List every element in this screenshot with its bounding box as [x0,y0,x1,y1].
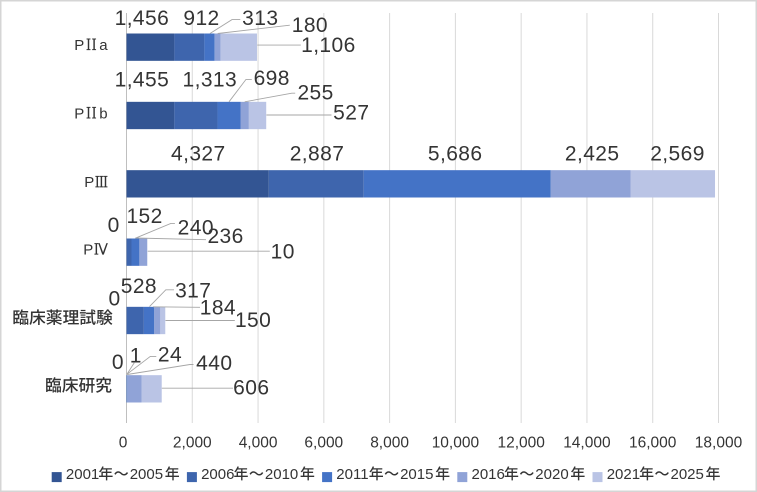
svg-text:16,000: 16,000 [629,435,677,452]
svg-text:255: 255 [297,82,333,105]
svg-text:528: 528 [121,275,157,298]
svg-text:2,887: 2,887 [290,143,345,166]
svg-text:2016: 2016 [472,466,505,483]
svg-text:1,455: 1,455 [115,69,170,92]
svg-text:150: 150 [235,309,271,332]
svg-text:6,000: 6,000 [304,435,343,452]
svg-text:10: 10 [271,241,295,264]
svg-text:1: 1 [130,344,142,367]
svg-text:184: 184 [200,297,236,320]
svg-text:18,000: 18,000 [695,435,743,452]
svg-text:2011: 2011 [336,466,368,483]
svg-text:10,000: 10,000 [432,435,480,452]
svg-text:P: P [74,37,84,54]
svg-text:2,569: 2,569 [650,143,705,166]
svg-text:P: P [83,242,93,259]
svg-text:0: 0 [108,288,120,311]
svg-text:2025: 2025 [671,466,704,483]
svg-text:0: 0 [119,435,128,452]
svg-text:0: 0 [108,214,120,237]
svg-text:5,686: 5,686 [428,143,483,166]
svg-text:12,000: 12,000 [497,435,545,452]
svg-text:0: 0 [112,351,124,374]
svg-text:P: P [74,105,84,122]
svg-text:24: 24 [158,344,182,367]
svg-text:1,106: 1,106 [301,34,356,57]
svg-text:236: 236 [207,225,243,248]
svg-text:240: 240 [178,216,214,239]
svg-text:527: 527 [333,101,369,124]
svg-text:313: 313 [242,7,278,30]
svg-text:b: b [99,105,107,122]
svg-text:317: 317 [175,279,211,302]
svg-text:1,456: 1,456 [115,7,170,30]
svg-text:606: 606 [233,376,269,399]
svg-text:2,425: 2,425 [565,143,620,166]
svg-text:2,000: 2,000 [173,435,212,452]
svg-text:4,000: 4,000 [239,435,278,452]
svg-text:a: a [99,37,108,54]
svg-text:152: 152 [126,205,162,228]
svg-text:2010: 2010 [265,466,298,483]
svg-text:2021: 2021 [607,466,640,483]
svg-text:2001: 2001 [66,466,99,483]
svg-text:2020: 2020 [535,466,568,483]
svg-text:8,000: 8,000 [370,435,409,452]
svg-text:P: P [84,174,94,191]
svg-text:1,313: 1,313 [183,69,238,92]
svg-text:2005: 2005 [130,466,163,483]
svg-text:2015: 2015 [400,466,433,483]
svg-text:14,000: 14,000 [563,435,611,452]
svg-text:4,327: 4,327 [171,143,226,166]
svg-text:2006: 2006 [201,466,234,483]
svg-text:698: 698 [254,67,290,90]
svg-text:180: 180 [292,14,328,37]
svg-text:440: 440 [196,352,232,375]
svg-text:912: 912 [183,7,219,30]
